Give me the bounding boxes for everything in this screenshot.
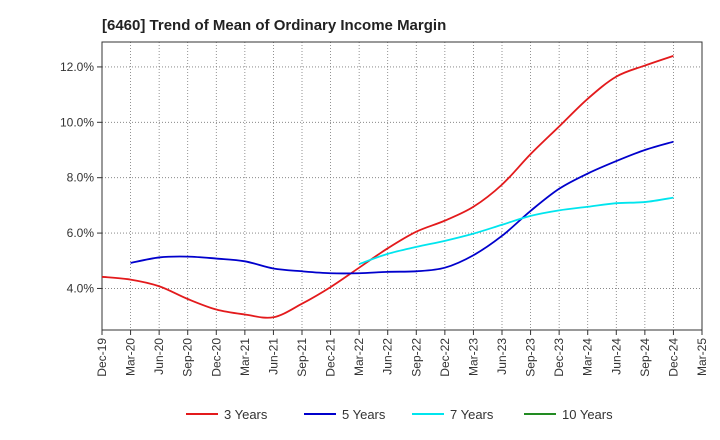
x-tick-label: Jun-24	[609, 338, 623, 375]
y-tick-label: 10.0%	[60, 115, 94, 129]
y-tick-label: 4.0%	[67, 281, 95, 295]
x-tick-label: Jun-22	[381, 338, 395, 375]
plot-area	[101, 41, 703, 331]
x-tick-label: Mar-25	[695, 338, 709, 376]
x-tick-label: Sep-22	[409, 338, 423, 377]
legend-label-5-years: 5 Years	[342, 407, 386, 422]
y-tick-label: 6.0%	[67, 226, 95, 240]
x-tick-label: Dec-20	[209, 338, 223, 377]
x-tick-label: Mar-23	[466, 338, 480, 376]
x-tick-label: Sep-23	[524, 338, 538, 377]
x-tick-label: Mar-20	[124, 338, 138, 376]
x-tick-label: Dec-24	[666, 338, 680, 377]
series-line-5-years	[130, 140, 674, 275]
chart-title: [6460] Trend of Mean of Ordinary Income …	[102, 17, 446, 34]
legend-label-10-years: 10 Years	[562, 407, 613, 422]
x-tick-label: Sep-24	[638, 338, 652, 377]
x-tick-label: Sep-21	[295, 338, 309, 377]
x-tick-label: Jun-20	[152, 338, 166, 375]
x-tick-label: Dec-19	[95, 338, 109, 377]
legend-label-7-years: 7 Years	[450, 407, 494, 422]
x-tick-label: Dec-22	[438, 338, 452, 377]
legend: 3 Years 5 Years 7 Years 10 Years	[186, 407, 613, 422]
y-tick-label: 12.0%	[60, 60, 94, 74]
x-tick-label: Mar-22	[352, 338, 366, 376]
x-tick-label: Dec-23	[552, 338, 566, 377]
series-line-3-years	[101, 54, 674, 319]
x-tick-label: Jun-23	[495, 338, 509, 375]
legend-label-3-years: 3 Years	[224, 407, 268, 422]
x-tick-label: Jun-21	[266, 338, 280, 375]
x-tick-label: Mar-21	[238, 338, 252, 376]
x-axis: Dec-19 Mar-20 Jun-20 Sep-20 Dec-20 Mar-21 Jun-…	[95, 330, 709, 377]
x-tick-label: Sep-20	[181, 338, 195, 377]
x-tick-label: Dec-21	[324, 338, 338, 377]
grid	[102, 42, 702, 330]
series-lines	[101, 54, 674, 319]
x-tick-label: Mar-24	[581, 338, 595, 376]
series-line-7-years	[358, 196, 674, 265]
y-tick-label: 8.0%	[67, 171, 95, 185]
y-axis: 4.0% 6.0% 8.0% 10.0% 12.0%	[60, 60, 102, 295]
